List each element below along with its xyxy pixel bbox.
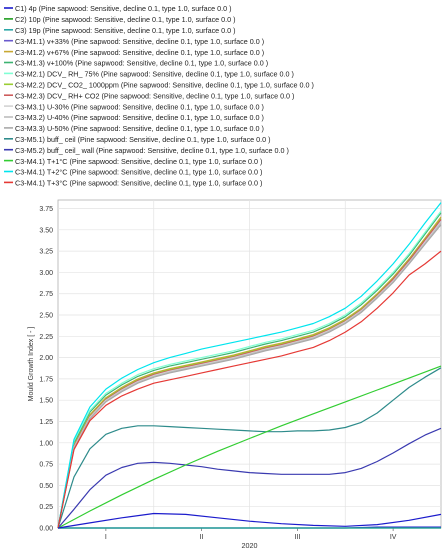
series-line-4 (57, 216, 442, 529)
legend: C1) 4p (Pine sapwood: Sensitive, decline… (4, 4, 314, 188)
legend-label-7: C3-M2.2) DCV_ CO2_ 1000ppm (Pine sapwood… (15, 81, 314, 90)
legend-label-11: C3-M3.3) U-50% (Pine sapwood: Sensitive,… (15, 124, 264, 133)
y-tick-label-15: 3.75 (39, 206, 53, 213)
y-tick-label-1: 0.25 (39, 504, 53, 511)
series-line-8 (57, 219, 442, 529)
series-line-16 (57, 250, 442, 529)
y-tick-label-6: 1.50 (39, 398, 53, 405)
legend-label-14: C3-M4.1) T+1°C (Pine sapwood: Sensitive,… (15, 157, 262, 166)
legend-label-10: C3-M3.2) U-40% (Pine sapwood: Sensitive,… (15, 113, 264, 122)
legend-label-5: C3-M1.3) v+100% (Pine sapwood: Sensitive… (15, 59, 268, 68)
x-tick-label-2: III (294, 534, 300, 541)
y-tick-label-2: 0.50 (39, 483, 53, 490)
legend-label-3: C3-M1.1) v+33% (Pine sapwood: Sensitive,… (15, 37, 264, 46)
series-line-14 (57, 365, 442, 529)
y-tick-label-8: 2.00 (39, 355, 53, 362)
legend-label-4: C3-M1.2) v+67% (Pine sapwood: Sensitive,… (15, 48, 264, 57)
y-axis-label: Mould Growth Index [ - ] (28, 327, 35, 402)
x-tick-label-0: I (105, 534, 107, 541)
legend-label-12: C3-M5.1) buff_ ceil (Pine sapwood: Sensi… (15, 135, 271, 144)
y-tick-label-4: 1.00 (39, 440, 53, 447)
legend-label-6: C3-M2.1) DCV_ RH_ 75% (Pine sapwood: Sen… (15, 70, 294, 79)
y-tick-label-9: 2.25 (39, 334, 53, 341)
y-tick-label-11: 2.75 (39, 291, 53, 298)
legend-label-2: C3) 19p (Pine sapwood: Sensitive, declin… (15, 26, 236, 35)
y-tick-label-13: 3.25 (39, 249, 53, 256)
series-line-5 (57, 212, 442, 529)
y-tick-label-5: 1.25 (39, 419, 53, 426)
legend-label-0: C1) 4p (Pine sapwood: Sensitive, decline… (15, 4, 232, 13)
y-tick-label-7: 1.75 (39, 376, 53, 383)
legend-label-13: C3-M5.2) buff_ ceil_ wall (Pine sapwood:… (15, 146, 289, 155)
legend-label-15: C3-M4.1) T+2°C (Pine sapwood: Sensitive,… (15, 168, 262, 177)
series-line-13 (57, 427, 442, 529)
series-line-6 (57, 210, 442, 529)
series-line-15 (57, 202, 442, 529)
legend-label-1: C2) 10p (Pine sapwood: Sensitive, declin… (15, 15, 236, 24)
plot-area: 0.00 0.25 0.50 0.75 1.00 1.25 1.50 1.75 2.00 2.25… (39, 199, 442, 541)
x-tick-label-1: II (200, 534, 204, 541)
series-line-10 (57, 222, 442, 529)
y-tick-label-3: 0.75 (39, 462, 53, 469)
series-line-17 (57, 512, 442, 529)
y-tick-label-10: 2.50 (39, 313, 53, 320)
legend-label-9: C3-M3.1) U-30% (Pine sapwood: Sensitive,… (15, 102, 264, 111)
y-tick-label-0: 0.00 (39, 526, 53, 533)
y-tick-label-14: 3.50 (39, 227, 53, 234)
series-line-12 (57, 367, 442, 529)
legend-label-8: C3-M2.3) DCV_ RH+ CO2 (Pine sapwood: Sen… (15, 91, 294, 100)
x-axis-label: 2020 (242, 541, 258, 550)
legend-label-16: C3-M4.1) T+3°C (Pine sapwood: Sensitive,… (15, 179, 262, 188)
y-tick-label-12: 3.00 (39, 270, 53, 277)
x-tick-label-3: IV (390, 534, 397, 541)
series-line-11 (57, 224, 442, 529)
